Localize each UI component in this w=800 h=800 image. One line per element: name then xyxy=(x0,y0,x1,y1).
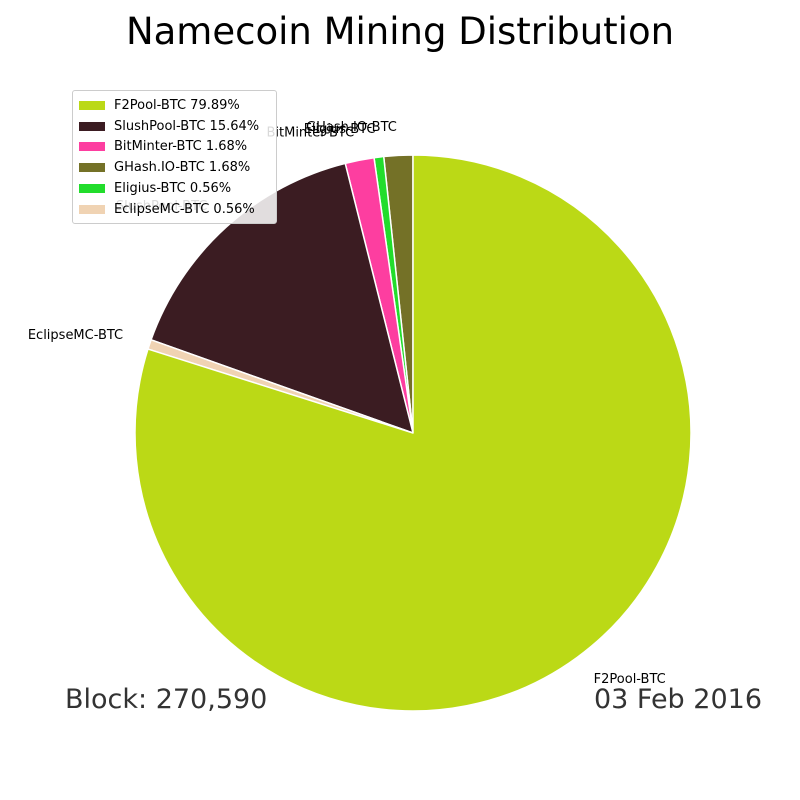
slice-label-f2pool-btc: F2Pool-BTC xyxy=(594,672,666,687)
chart-title: Namecoin Mining Distribution xyxy=(125,10,675,53)
legend-swatch xyxy=(79,204,105,214)
pie-slices xyxy=(134,154,692,712)
legend-swatch xyxy=(79,100,105,110)
date-label: 03 Feb 2016 xyxy=(593,684,762,715)
legend-label: Eligius-BTC 0.56% xyxy=(114,181,232,197)
legend-item: SlushPool-BTC 15.64% xyxy=(79,116,270,137)
legend-swatch xyxy=(79,163,105,173)
legend-item: GHash.IO-BTC 1.68% xyxy=(79,157,270,178)
legend-label: GHash.IO-BTC 1.68% xyxy=(114,160,251,176)
legend-label: F2Pool-BTC 79.89% xyxy=(114,97,240,113)
legend: F2Pool-BTC 79.89% SlushPool-BTC 15.64% Bit… xyxy=(72,90,277,224)
slice-label-eclipsemc-btc: EclipseMC-BTC xyxy=(28,328,123,343)
legend-item: F2Pool-BTC 79.89% xyxy=(79,95,270,116)
legend-item: Eligius-BTC 0.56% xyxy=(79,178,270,199)
legend-swatch xyxy=(79,142,105,152)
slice-label-ghash-io-btc: GHash.IO-BTC xyxy=(306,120,397,135)
pie-slice-f2pool-btc xyxy=(134,154,692,712)
legend-label: EclipseMC-BTC 0.56% xyxy=(114,201,255,217)
slice-label-eligius-btc: Eligius-BTC xyxy=(304,122,376,137)
legend-swatch xyxy=(79,184,105,194)
pie-slice-slushpool-btc xyxy=(150,162,414,434)
legend-item: BitMinter-BTC 1.68% xyxy=(79,137,270,158)
legend-label: BitMinter-BTC 1.68% xyxy=(114,139,248,155)
legend-label: SlushPool-BTC 15.64% xyxy=(114,118,260,134)
legend-item: EclipseMC-BTC 0.56% xyxy=(79,199,270,220)
block-height-label: Block: 270,590 xyxy=(65,684,268,715)
legend-swatch xyxy=(79,121,105,131)
slice-label-bitminter-btc: BitMinter-BTC xyxy=(266,125,354,140)
